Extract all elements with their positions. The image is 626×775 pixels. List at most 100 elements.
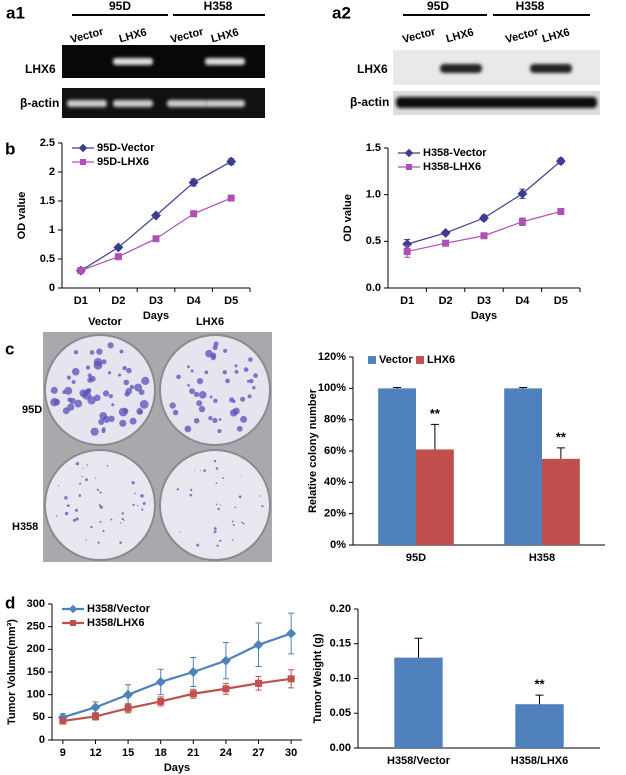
gel-group: 95D xyxy=(109,0,131,13)
y-tick-label: 200 xyxy=(27,643,45,655)
legend-label: Vector xyxy=(379,354,413,366)
y-tick-label: 20% xyxy=(324,508,346,520)
marker xyxy=(480,232,488,240)
lane-label: LHX6 xyxy=(541,26,571,45)
row-label: LHX6 xyxy=(25,62,56,76)
x-tick-label: D2 xyxy=(111,295,125,307)
marker xyxy=(402,239,413,250)
y-tick-label: 250 xyxy=(27,621,45,633)
legend-marker xyxy=(404,148,414,158)
panel-label: b xyxy=(5,139,15,158)
y-tick-label: 0% xyxy=(330,539,346,551)
x-tick-label: H358/LHX6 xyxy=(511,755,568,767)
marker xyxy=(440,227,451,238)
x-tick-label: 9 xyxy=(60,747,66,759)
marker xyxy=(90,702,101,713)
marker xyxy=(253,639,264,650)
lane-label: LHX6 xyxy=(210,26,240,45)
y-tick-label: 0.00 xyxy=(330,742,351,754)
gel-group: H358 xyxy=(204,0,233,13)
marker xyxy=(188,667,199,677)
marker xyxy=(59,717,67,725)
marker xyxy=(123,689,134,700)
marker xyxy=(555,156,566,167)
y-tick-label: 80% xyxy=(324,414,346,426)
x-tick-label: 15 xyxy=(122,747,134,759)
error-bar xyxy=(556,447,565,459)
x-tick-label: H358 xyxy=(529,552,555,564)
lane-label: LHX6 xyxy=(118,26,148,45)
legend-label: H358/LHX6 xyxy=(87,617,144,629)
marker xyxy=(189,690,197,698)
gel-group: 95D xyxy=(427,0,449,13)
error-bar xyxy=(519,387,528,389)
marker xyxy=(517,188,528,199)
significance: ** xyxy=(534,677,545,692)
x-tick-label: D1 xyxy=(400,295,414,307)
y-tick-label: 1 xyxy=(49,224,55,236)
x-tick-label: 24 xyxy=(220,747,233,759)
x-tick-label: D1 xyxy=(74,295,88,307)
column-label: Vector xyxy=(88,316,122,328)
marker xyxy=(124,704,132,712)
marker xyxy=(77,267,85,275)
western-blot: 95D H358 Vector LHX6 Vector LHX6 LHX6 β-… xyxy=(350,0,600,115)
y-tick-label: 0 xyxy=(49,282,55,294)
lane-label: Vector xyxy=(504,26,540,46)
marker xyxy=(155,677,166,687)
marker xyxy=(222,685,230,693)
marker xyxy=(518,218,526,226)
marker xyxy=(479,213,489,223)
x-tick-label: D4 xyxy=(515,295,530,307)
series-line xyxy=(407,160,562,245)
lane-label: Vector xyxy=(169,26,205,46)
y-axis-label: OD value xyxy=(342,194,354,242)
marker xyxy=(227,194,235,202)
y-tick-label: 300 xyxy=(27,598,45,610)
legend-label: H358-LHX6 xyxy=(423,161,481,173)
gel-group: H358 xyxy=(516,0,545,13)
y-tick-label: 1.0 xyxy=(366,189,381,201)
y-axis-label: Tumor Volume(mm³) xyxy=(6,619,18,725)
lane-label: Vector xyxy=(401,26,437,46)
lane-label: Vector xyxy=(69,26,105,46)
x-tick-label: 12 xyxy=(89,747,101,759)
marker xyxy=(557,207,565,215)
y-axis-label: Tumor Weight (g) xyxy=(312,633,324,723)
marker xyxy=(188,177,199,188)
marker xyxy=(286,628,297,639)
marker xyxy=(190,210,198,218)
significance: ** xyxy=(556,429,567,444)
x-tick-label: D3 xyxy=(477,295,491,307)
x-tick-label: D3 xyxy=(149,295,163,307)
marker xyxy=(403,248,411,256)
marker xyxy=(152,235,160,243)
y-tick-label: 50 xyxy=(33,711,45,723)
y-tick-label: 0.5 xyxy=(366,235,381,247)
legend-label: LHX6 xyxy=(427,354,455,366)
bar xyxy=(504,388,542,545)
marker xyxy=(220,655,231,666)
legend-marker xyxy=(78,143,88,153)
series-line xyxy=(62,632,292,719)
gel: 95D H358 Vector LHX6 Vector LHX6 LHX6 β-… xyxy=(20,0,265,118)
x-tick-label: 95D xyxy=(406,552,426,564)
legend-marker xyxy=(68,604,78,614)
x-axis-label: Days xyxy=(164,762,190,774)
bar xyxy=(378,388,416,545)
marker xyxy=(255,679,263,687)
y-tick-label: 150 xyxy=(27,666,45,678)
x-tick-label: 27 xyxy=(252,747,264,759)
panel-label: c xyxy=(5,339,14,358)
marker xyxy=(287,675,295,683)
panel-label: a2 xyxy=(332,3,351,22)
error-bar xyxy=(430,423,439,450)
marker xyxy=(91,712,99,720)
bar xyxy=(515,704,564,748)
row-label: 95D xyxy=(22,404,42,416)
y-axis-label: OD value xyxy=(16,192,28,240)
bar xyxy=(416,449,454,545)
y-tick-label: 0.0 xyxy=(366,282,381,294)
marker xyxy=(114,253,122,261)
